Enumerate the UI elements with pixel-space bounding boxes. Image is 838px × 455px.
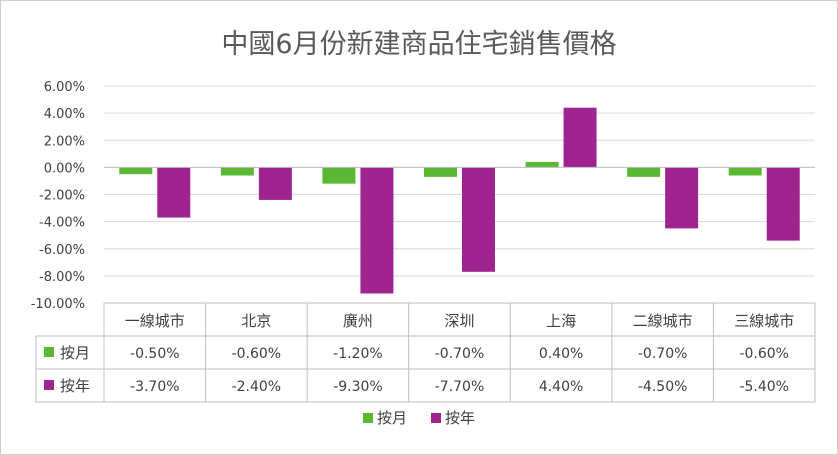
category-label: 一線城市	[125, 312, 185, 330]
bar-yoy	[157, 167, 191, 218]
bar-yoy	[766, 167, 800, 241]
bar-mom	[119, 167, 153, 175]
bar-mom	[220, 167, 254, 176]
category-label: 北京	[241, 312, 271, 330]
category-label: 廣州	[343, 312, 373, 330]
data-label: -3.70%	[130, 379, 180, 395]
bar-mom	[525, 161, 559, 168]
bar-yoy	[563, 107, 597, 168]
data-label: -5.40%	[739, 379, 789, 395]
category-label: 二線城市	[633, 312, 693, 330]
y-tick-label: 2.00%	[44, 134, 85, 149]
category-label: 深圳	[444, 312, 474, 330]
category-label: 三線城市	[734, 312, 794, 330]
y-tick-label: 4.00%	[44, 107, 85, 122]
table-series-label: 按年	[60, 377, 90, 395]
category-label: 上海	[546, 312, 576, 330]
data-label: -0.70%	[638, 346, 688, 362]
data-label: -1.20%	[333, 346, 383, 362]
table-series-swatch	[44, 380, 54, 390]
y-tick-label: -2.00%	[39, 189, 85, 204]
bar-yoy	[665, 167, 699, 229]
data-label: -0.70%	[435, 346, 485, 362]
y-tick-label: -10.00%	[31, 297, 85, 312]
legend: 按月 按年	[363, 409, 475, 427]
y-tick-label: 0.00%	[44, 161, 85, 176]
data-label: -0.60%	[739, 346, 789, 362]
table-series-label: 按月	[60, 344, 90, 362]
table-series-swatch	[44, 347, 54, 357]
legend-swatch	[431, 413, 441, 423]
data-label: -4.50%	[638, 379, 688, 395]
bar-mom	[424, 167, 457, 177]
bar-mom	[728, 167, 762, 176]
bar-mom	[322, 167, 356, 184]
data-label: -7.70%	[435, 379, 485, 395]
chart-title: 中國6月份新建商品住宅銷售價格	[221, 29, 616, 60]
legend-swatch	[363, 413, 373, 423]
y-axis-ticks: 6.00% 4.00% 2.00% 0.00% -2.00% -4.00% -6.00% -8…	[31, 80, 85, 312]
data-label: 0.40%	[539, 346, 583, 362]
y-tick-label: -8.00%	[39, 270, 85, 285]
data-label: -9.30%	[333, 379, 383, 395]
bar-yoy	[258, 167, 292, 200]
y-tick-label: 6.00%	[44, 80, 85, 95]
bar-mom	[627, 167, 661, 177]
data-label: 4.40%	[539, 379, 583, 395]
data-label: -2.40%	[232, 379, 282, 395]
bars	[104, 107, 815, 294]
gridlines	[104, 85, 815, 304]
bar-yoy	[360, 167, 394, 294]
bar-yoy	[462, 167, 495, 272]
y-tick-label: -6.00%	[39, 243, 85, 258]
legend-label: 按月	[377, 409, 407, 427]
data-label: -0.60%	[232, 346, 282, 362]
y-tick-label: -4.00%	[39, 216, 85, 231]
legend-label: 按年	[445, 409, 475, 427]
data-label: -0.50%	[130, 346, 180, 362]
